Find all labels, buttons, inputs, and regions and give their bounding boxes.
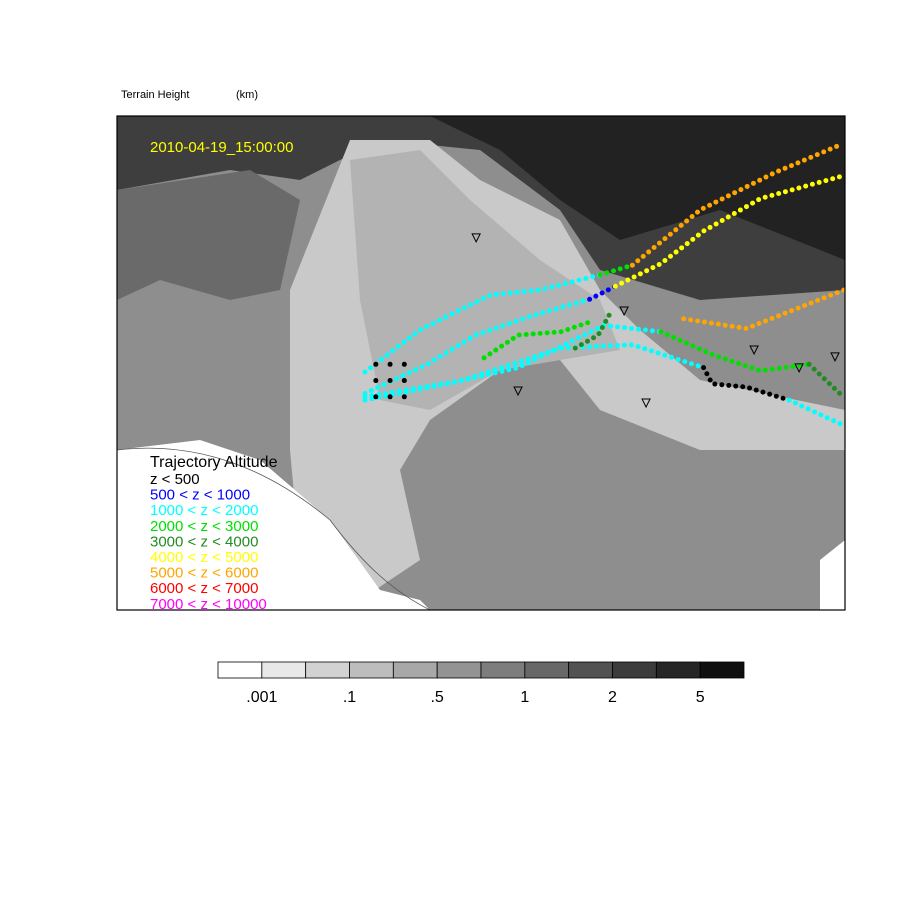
trajectory <box>786 397 845 429</box>
legend-entry: z < 500 <box>150 471 200 488</box>
legend-entry: 500 < z < 1000 <box>150 487 250 504</box>
release-point <box>373 378 379 384</box>
timestamp: 2010-04-19_15:00:00 <box>150 139 293 156</box>
colorbar-box <box>612 661 657 679</box>
colorbar-label: 5 <box>696 689 705 706</box>
colorbar-box <box>305 661 350 679</box>
colorbar-label: 2 <box>608 689 617 706</box>
legend-entry: 4000 < z < 5000 <box>150 549 258 566</box>
trajectory <box>597 262 635 278</box>
release-point <box>387 378 393 384</box>
legend-entry: 1000 < z < 2000 <box>150 502 258 519</box>
units: (km) <box>236 89 258 101</box>
release-point <box>373 361 379 367</box>
trajectory <box>587 283 618 302</box>
station <box>830 352 840 362</box>
legend-title: Trajectory Altitude <box>150 454 278 471</box>
colorbar-box <box>480 661 526 679</box>
release-point <box>401 394 407 400</box>
colorbar-box <box>217 661 263 679</box>
colorbar-box <box>568 661 613 679</box>
colorbar-box <box>655 661 701 679</box>
colorbar-label: .1 <box>343 689 356 706</box>
trajectory <box>681 287 845 331</box>
colorbar-box <box>436 661 482 679</box>
release-point <box>387 394 393 400</box>
colorbar-box <box>524 661 570 679</box>
colorbar-label: 1 <box>520 689 529 706</box>
trajectory <box>629 142 843 268</box>
trajectory <box>806 361 845 400</box>
trajectory <box>658 329 812 374</box>
colorbar-label: .001 <box>246 689 277 706</box>
release-point <box>401 378 407 384</box>
release-point <box>373 394 379 400</box>
trajectory <box>362 272 603 375</box>
colorbar-box <box>699 661 745 679</box>
trajectory <box>362 296 593 396</box>
trajectory <box>481 319 593 361</box>
trajectory <box>572 306 615 351</box>
station <box>749 345 759 356</box>
colorbar-label: .5 <box>430 689 443 706</box>
colorbar-box <box>392 661 438 679</box>
trajectory <box>362 342 707 400</box>
station <box>619 306 629 317</box>
title: Terrain Height <box>121 89 189 101</box>
legend-entry: 2000 < z < 3000 <box>150 518 258 535</box>
legend-entry: 3000 < z < 4000 <box>150 533 258 550</box>
colorbar-box <box>349 661 394 679</box>
legend-entry: 7000 < z < 10000 <box>150 596 267 613</box>
legend-entry: 5000 < z < 6000 <box>150 565 258 582</box>
trajectory <box>612 173 845 289</box>
station <box>471 233 481 243</box>
legend-entry: 6000 < z < 7000 <box>150 580 258 597</box>
station <box>794 363 804 373</box>
station <box>641 398 651 409</box>
station <box>513 386 523 397</box>
release-point <box>387 361 393 367</box>
release-point <box>401 361 407 367</box>
colorbar-box <box>261 661 307 679</box>
plot-frame <box>116 115 846 611</box>
trajectory <box>701 365 792 403</box>
